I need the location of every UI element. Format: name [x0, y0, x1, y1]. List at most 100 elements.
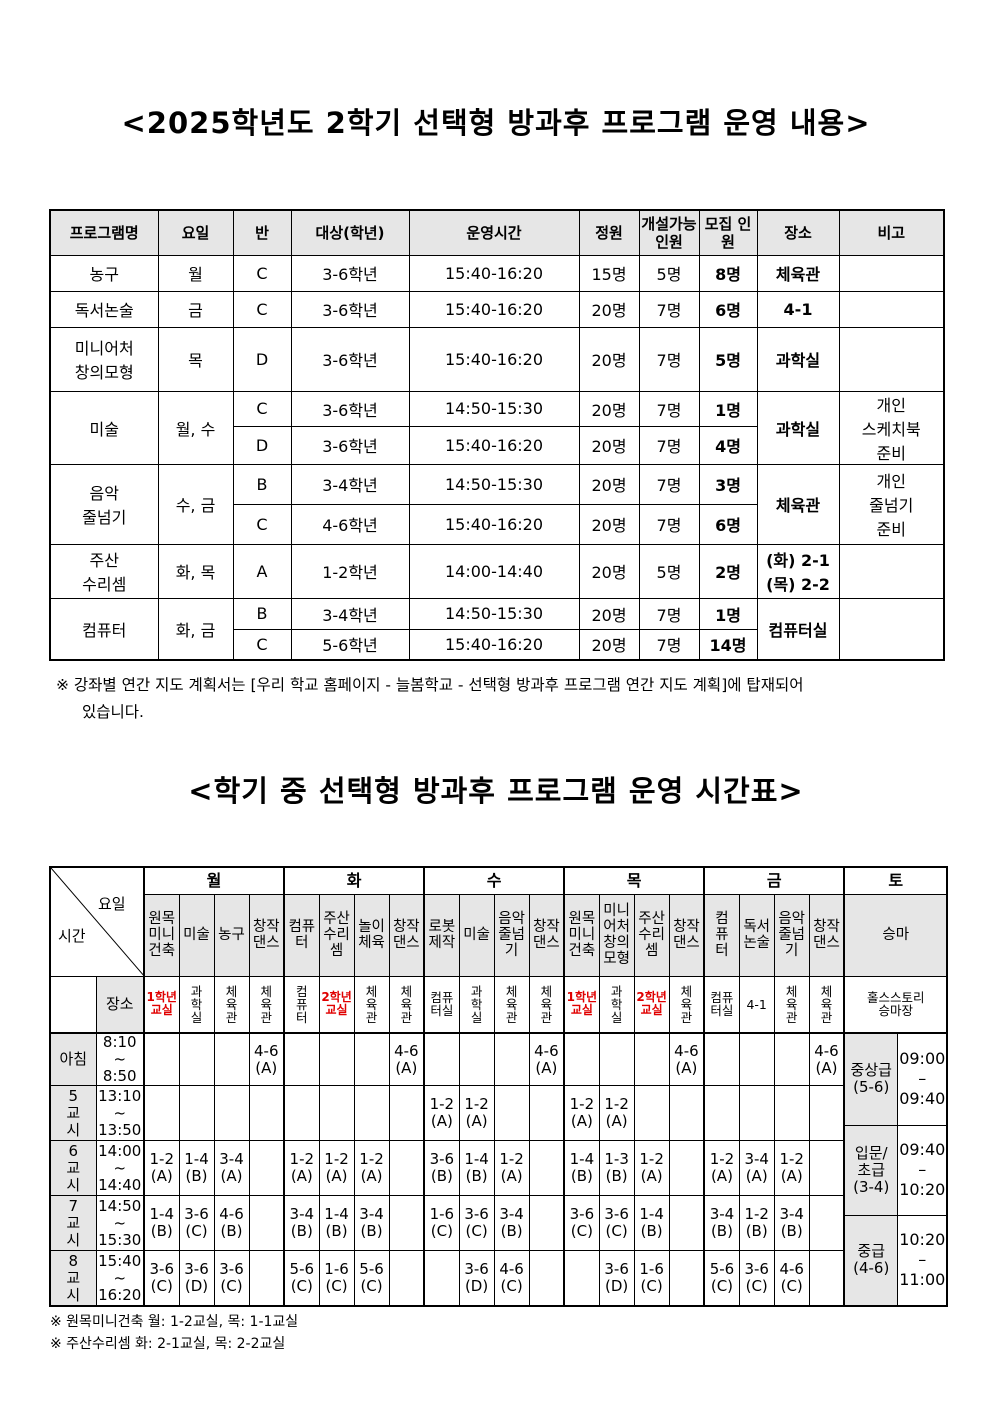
- footnote: ※ 원목미니건축 월: 1-2교실, 목: 1-1교실: [50, 1314, 299, 1330]
- schedule-cell: [248, 1085, 285, 1142]
- place: 체육관: [756, 254, 840, 292]
- schedule-cell: 3-6 (C): [738, 1250, 775, 1307]
- schedule-cell: 5-6 (C): [703, 1250, 740, 1307]
- program-place: 컴퓨 터실: [423, 975, 460, 1034]
- saturday-levels: 중상급 (5-6) 09:00 – 09:40 입문/ 초급 (3-4) 09:40 …: [845, 1034, 947, 1305]
- run-time: 14:50-15:30: [408, 390, 580, 428]
- schedule-cell: 3-4 (A): [738, 1140, 775, 1197]
- saturday-level-row: 입문/ 초급 (3-4) 09:40 – 10:20: [845, 1124, 947, 1215]
- schedule-cell: 1-2 (A): [353, 1140, 390, 1197]
- program-days: 목: [157, 326, 234, 392]
- program-name: 로봇 제작: [423, 893, 460, 977]
- program-name: 농구: [49, 254, 159, 292]
- schedule-cell: 4-6 (B): [213, 1195, 250, 1252]
- table-row: C 5-6학년 15:40-16:20 20명 7명 14명: [50, 628, 944, 661]
- schedule-cell: 3-6 (D): [458, 1250, 495, 1307]
- table-row: 독서논술 금 C 3-6학년 15:40-16:20 20명 7명 6명 4-1: [49, 290, 945, 328]
- program-name: 컴퓨터: [49, 597, 159, 661]
- schedule-cell: [283, 1085, 320, 1142]
- enrolled: 1명: [698, 390, 758, 428]
- schedule-cell: 3-4 (B): [773, 1195, 810, 1252]
- schedule-cell: [668, 1195, 705, 1252]
- period-row: 아침 8:10 ~ 8:50 4-6 (A) 4-6 (A) 4-6 (A) 4-6 (A…: [49, 1032, 948, 1307]
- schedule-cell: 3-6 (C): [178, 1195, 215, 1252]
- day-화: 화: [283, 866, 425, 895]
- schedule-cell: [738, 1032, 775, 1087]
- note-line: 있습니다.: [82, 703, 144, 721]
- schedule-cell: [528, 1140, 565, 1197]
- period-time: 14:00 ~ 14:40: [95, 1140, 145, 1197]
- schedule-cell: [668, 1085, 705, 1142]
- min-enrollment: 7명: [638, 290, 700, 328]
- program-name: 원목 미니 건축: [563, 893, 600, 977]
- program-name: 미술: [49, 390, 159, 465]
- place-label: 장소: [95, 975, 145, 1034]
- enrolled: 14명: [698, 628, 758, 661]
- program-place: 체 육 관: [668, 975, 705, 1034]
- column-header: 프로그램명: [49, 209, 159, 256]
- program-place: 체 육 관: [528, 975, 565, 1034]
- schedule-cell: [738, 1085, 775, 1142]
- level-label: 중상급 (5-6): [845, 1034, 899, 1125]
- min-enrollment: 7명: [638, 326, 700, 392]
- schedule-cell: 3-6 (C): [563, 1195, 600, 1252]
- table-row: 컴퓨터 화, 금 B 3-4학년 14:50-15:30 20명 7명 1명 컴퓨터실: [49, 597, 945, 661]
- program-name: 음악 줄넘 기: [493, 893, 530, 977]
- capacity: 20명: [578, 463, 640, 505]
- note: [838, 290, 945, 328]
- day-saturday: 토: [843, 866, 948, 895]
- program-name: 창작 댄스: [248, 893, 285, 977]
- column-header: 운영시간: [408, 209, 580, 256]
- run-time: 15:40-16:20: [408, 290, 580, 328]
- schedule-cell: 1-6 (C): [423, 1195, 460, 1252]
- program-place: 과 학 실: [598, 975, 635, 1034]
- schedule-cell: [528, 1085, 565, 1142]
- schedule-cell: [528, 1250, 565, 1307]
- period-label: 아침: [49, 1032, 97, 1087]
- program-place: 과 학 실: [458, 975, 495, 1034]
- schedule-cell: [808, 1195, 845, 1252]
- program-place: 체 육 관: [808, 975, 845, 1034]
- program-place: 4-1: [738, 975, 775, 1034]
- target-grade: 5-6학년: [290, 628, 410, 661]
- place: 컴퓨터실: [756, 597, 840, 661]
- schedule-cell: 3-6 (C): [458, 1195, 495, 1252]
- schedule-cell: 1-4 (B): [318, 1195, 355, 1252]
- program-name: 창작 댄스: [388, 893, 425, 977]
- min-enrollment: 7명: [638, 503, 700, 545]
- min-enrollment: 5명: [638, 543, 700, 599]
- column-header: 장소: [756, 209, 840, 256]
- period-label: 8 교 시: [49, 1250, 97, 1307]
- capacity: 15명: [578, 254, 640, 292]
- note-line: ※ 강좌별 연간 지도 계획서는 [우리 학교 홈페이지 - 늘봄학교 - 선택…: [56, 676, 804, 694]
- program-name: 음악 줄넘기: [49, 463, 159, 545]
- column-header: 개설가능 인원: [638, 209, 700, 256]
- schedule-cell: 3-6 (B): [423, 1140, 460, 1197]
- corner-cell: 요일 시간: [49, 866, 145, 977]
- note: [838, 543, 945, 599]
- schedule-cell: [703, 1085, 740, 1142]
- class: D: [232, 326, 292, 392]
- schedule-cell: 1-4 (B): [563, 1140, 600, 1197]
- schedule-cell: [213, 1085, 250, 1142]
- timetable-title: <학기 중 선택형 방과후 프로그램 운영 시간표>: [188, 774, 804, 808]
- day-header-row: 요일 시간 월 화 수 목 금 토: [49, 866, 948, 977]
- schedule-cell: 1-4 (B): [458, 1140, 495, 1197]
- schedule-cell: [493, 1085, 530, 1142]
- period-row: 6 교 시 14:00 ~ 14:40 1-2 (A) 1-4 (B) 3-4 (A) 1…: [49, 1140, 947, 1197]
- program-place: 체 육 관: [248, 975, 285, 1034]
- period-label: 6 교 시: [49, 1140, 97, 1197]
- saturday-schedule: 중상급 (5-6) 09:00 – 09:40 입문/ 초급 (3-4) 09:40 …: [843, 1032, 948, 1307]
- run-time: 14:00-14:40: [408, 543, 580, 599]
- target-grade: 3-6학년: [290, 390, 410, 428]
- schedule-cell: 3-4 (A): [213, 1140, 250, 1197]
- table-row: 미니어처 창의모형 목 D 3-6학년 15:40-16:20 20명 7명 5명 과학실: [49, 326, 945, 392]
- column-header: 비고: [838, 209, 945, 256]
- min-enrollment: 7명: [638, 390, 700, 428]
- schedule-cell: [668, 1250, 705, 1307]
- target-grade: 3-6학년: [290, 254, 410, 292]
- program-name: 독서논술: [49, 290, 159, 328]
- program-place: 2학년 교실: [318, 975, 355, 1034]
- class: C: [232, 503, 292, 545]
- program-name: 미니어처 창의모형: [49, 326, 159, 392]
